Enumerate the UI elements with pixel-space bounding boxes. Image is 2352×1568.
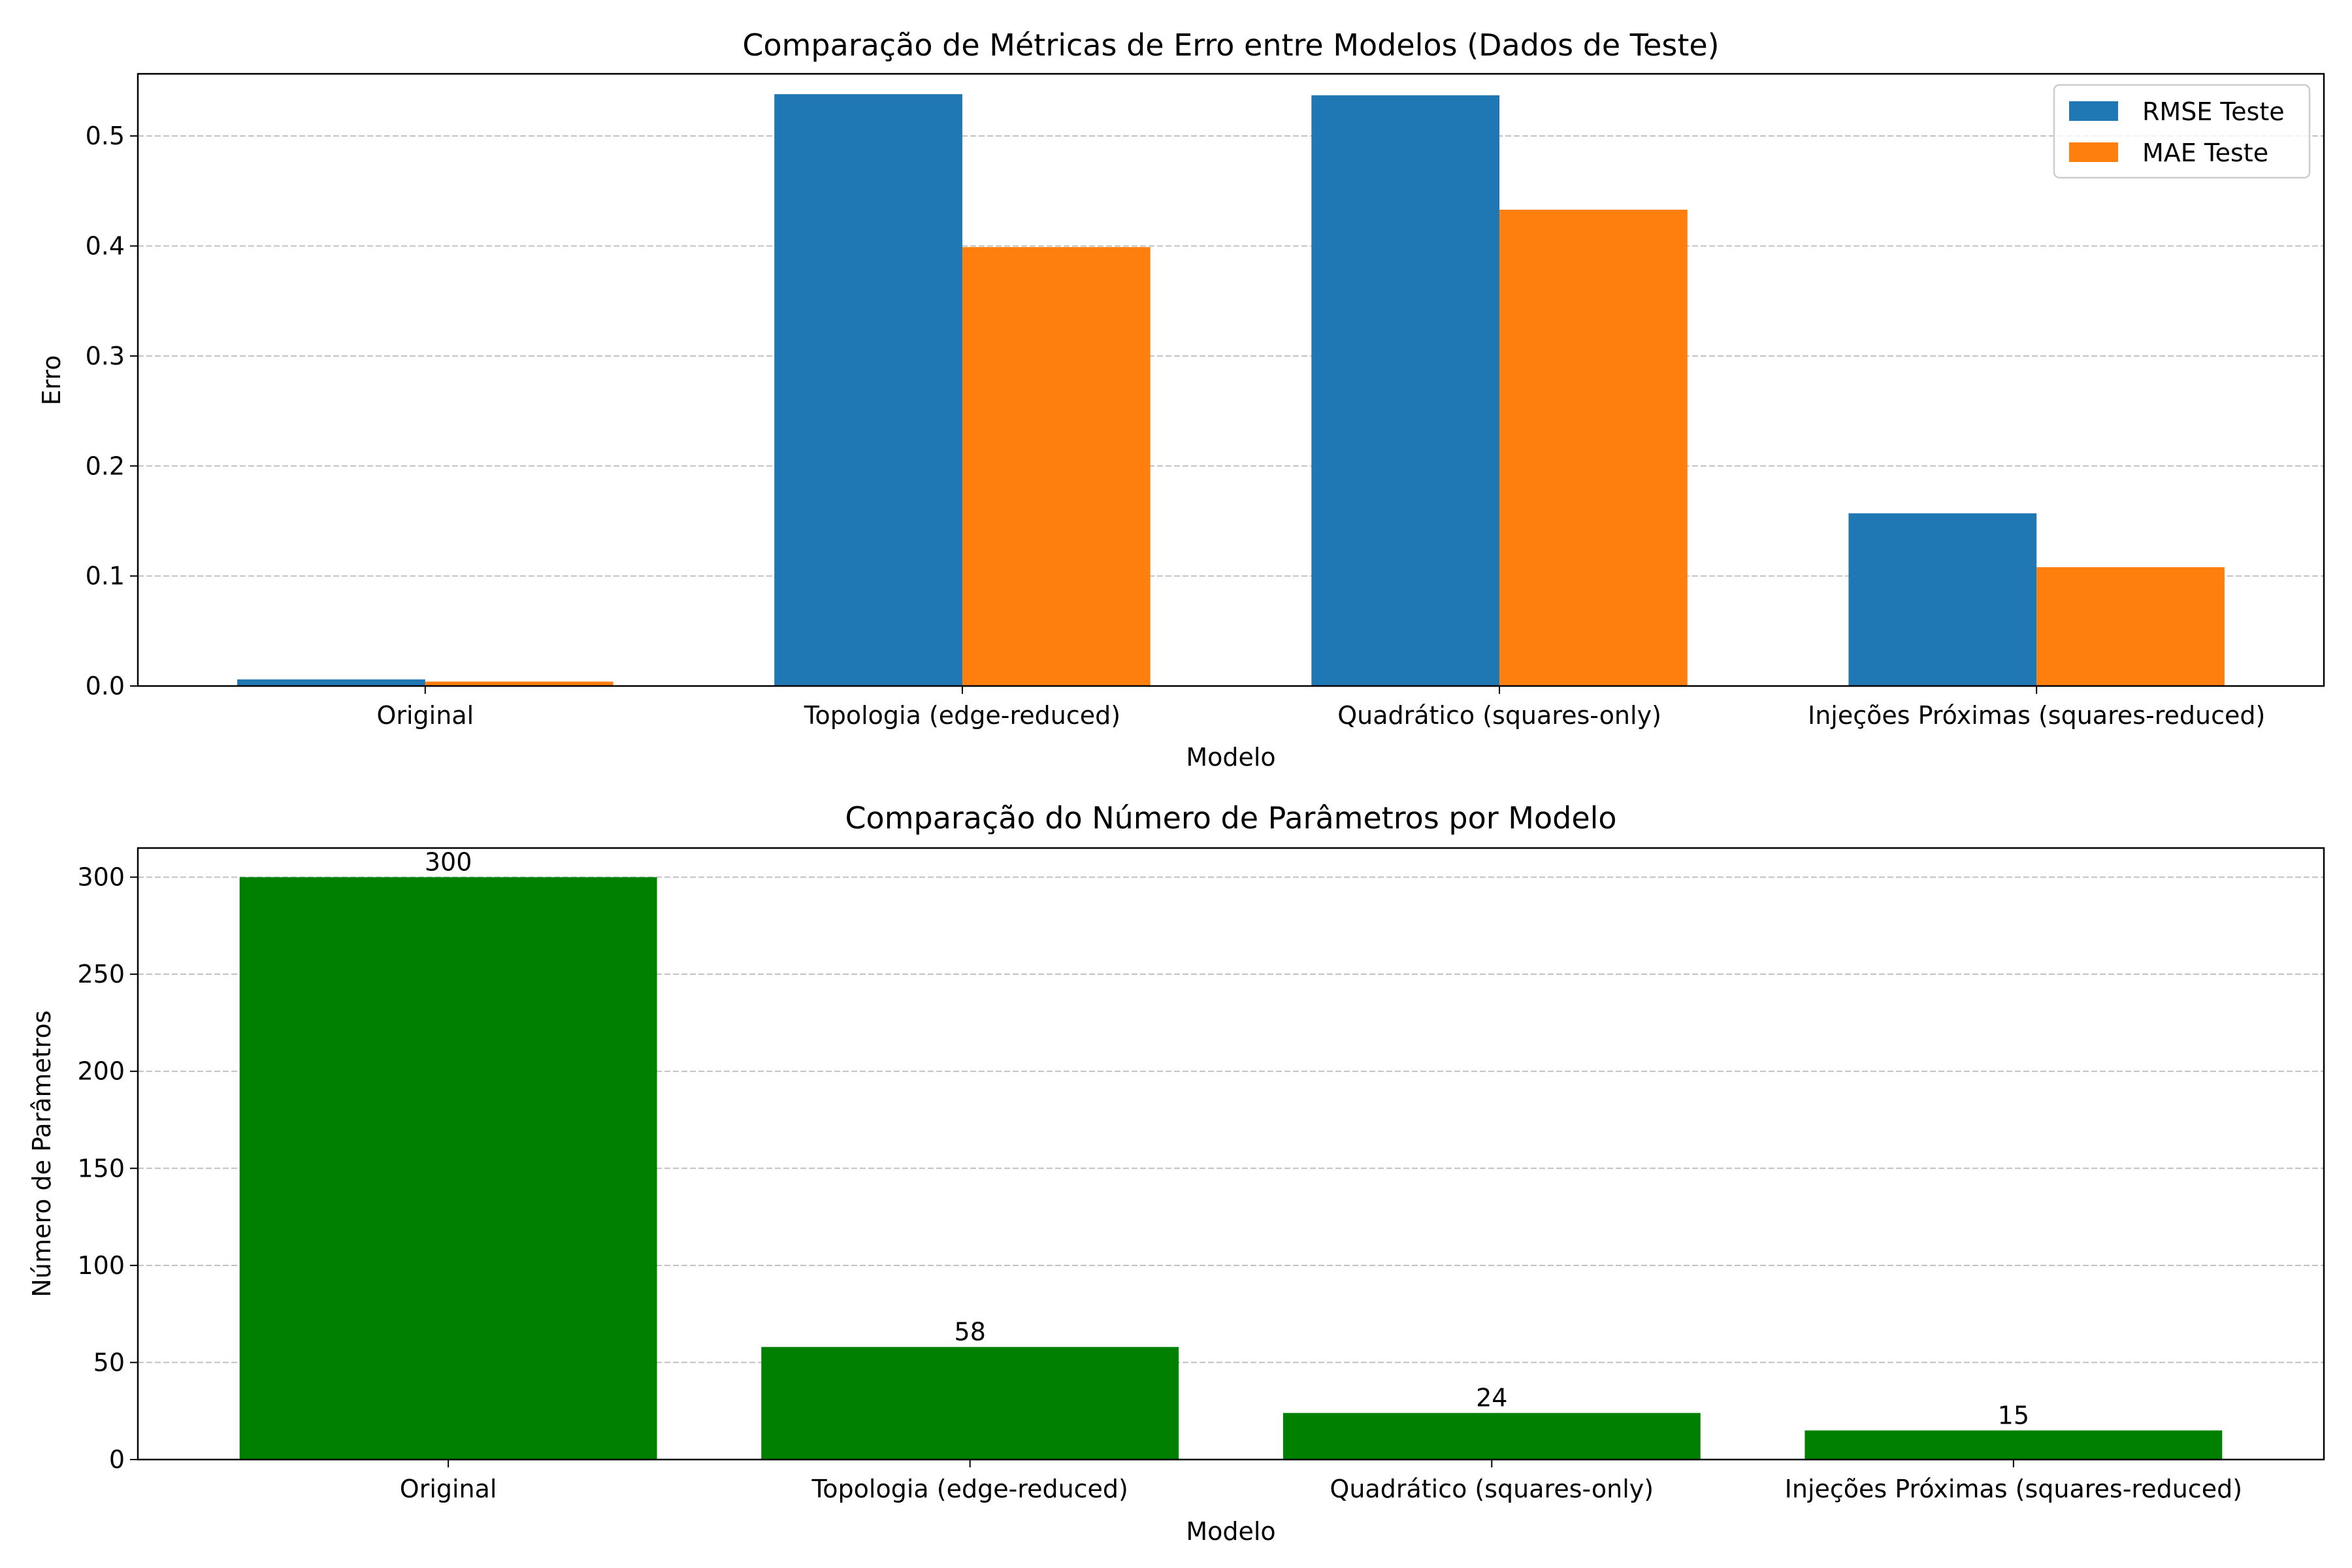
y-tick-label: 0.5 [86,122,125,150]
error-chart-bars [237,94,2225,686]
params-chart-x-axis-label: Modelo [1186,1517,1275,1546]
bar-rmse-teste-injecoes-proximas-squares-reduced [1848,513,2037,686]
params-chart-y-ticks: 0 50 100 150 200 250 300 [77,863,138,1474]
y-tick-label: 0 [109,1445,125,1474]
bar-mae-teste-quadratico-squares-only [1499,209,1688,686]
params-chart: Comparação do Número de Parâmetros por M… [27,800,2325,1546]
y-tick-label: 0.3 [86,342,125,370]
error-chart-x-axis-label: Modelo [1186,743,1275,772]
bar-mae-teste-topologia-edge-reduced [962,247,1151,686]
error-chart-title: Comparação de Métricas de Erro entre Mod… [742,27,1719,63]
y-tick-label: 250 [77,960,125,988]
params-chart-bars [239,877,2223,1460]
params-chart-y-axis-label: Número de Parâmetros [27,1010,56,1297]
y-tick-label: 0.1 [86,562,125,591]
x-tick-label-injecoes-proximas-squares-reduced: Injeções Próximas (squares-reduced) [1785,1475,2242,1503]
error-chart-plot-frame [137,73,2325,687]
bar-parametros-quadratico-squares-only [1282,1413,1701,1460]
legend-swatch-rmse [2069,101,2118,121]
x-tick-label-topologia-edge-reduced: Topologia (edge-reduced) [804,701,1120,730]
x-tick-label-topologia-edge-reduced: Topologia (edge-reduced) [811,1475,1128,1503]
error-chart-y-ticks: 0.0 0.1 0.2 0.3 0.4 0.5 [86,122,138,700]
data-label-quadratico-squares-only: 24 [1476,1384,1507,1413]
x-tick-label-injecoes-proximas-squares-reduced: Injeções Próximas (squares-reduced) [1808,701,2265,730]
y-tick-label: 0.4 [86,232,125,261]
x-tick-label-quadratico-squares-only: Quadrático (squares-only) [1330,1475,1654,1503]
bar-rmse-teste-topologia-edge-reduced [774,94,962,686]
x-tick-label-original: Original [376,701,474,730]
legend-label-mae: MAE Teste [2142,139,2268,167]
error-chart: Comparação de Métricas de Erro entre Mod… [37,27,2325,772]
params-chart-data-labels: 300 58 24 15 [425,848,2029,1430]
error-chart-y-axis-label: Erro [37,355,66,405]
data-label-topologia-edge-reduced: 58 [955,1318,986,1347]
x-tick-label-quadratico-squares-only: Quadrático (squares-only) [1337,701,1661,730]
bar-mae-teste-original [425,681,613,686]
y-tick-label: 300 [77,863,125,892]
bar-mae-teste-injecoes-proximas-squares-reduced [2036,567,2225,686]
params-chart-x-ticks: Original Topologia (edge-reduced) Quadráti… [400,1460,2242,1503]
error-chart-legend: RMSE Teste MAE Teste [2053,84,2311,179]
x-tick-label-original: Original [400,1475,497,1503]
y-tick-label: 200 [77,1057,125,1086]
data-label-injecoes-proximas-squares-reduced: 15 [1998,1401,2029,1429]
error-chart-x-ticks: Original Topologia (edge-reduced) Quadráti… [376,686,2265,730]
y-tick-label: 100 [77,1251,125,1280]
params-chart-plot-frame [137,847,2325,1461]
y-tick-label: 150 [77,1154,125,1183]
bar-parametros-topologia-edge-reduced [761,1347,1179,1460]
y-tick-label: 50 [93,1348,125,1377]
bar-rmse-teste-original [237,679,425,686]
y-tick-label: 0.2 [86,451,125,480]
legend-label-rmse: RMSE Teste [2142,97,2285,126]
legend-swatch-mae [2069,142,2118,162]
bar-parametros-injecoes-proximas-squares-reduced [1805,1430,2223,1460]
bar-rmse-teste-quadratico-squares-only [1311,95,1500,686]
y-tick-label: 0.0 [86,672,125,700]
params-chart-title: Comparação do Número de Parâmetros por M… [845,800,1616,836]
data-label-original: 300 [425,848,472,877]
bar-parametros-original [239,877,657,1460]
